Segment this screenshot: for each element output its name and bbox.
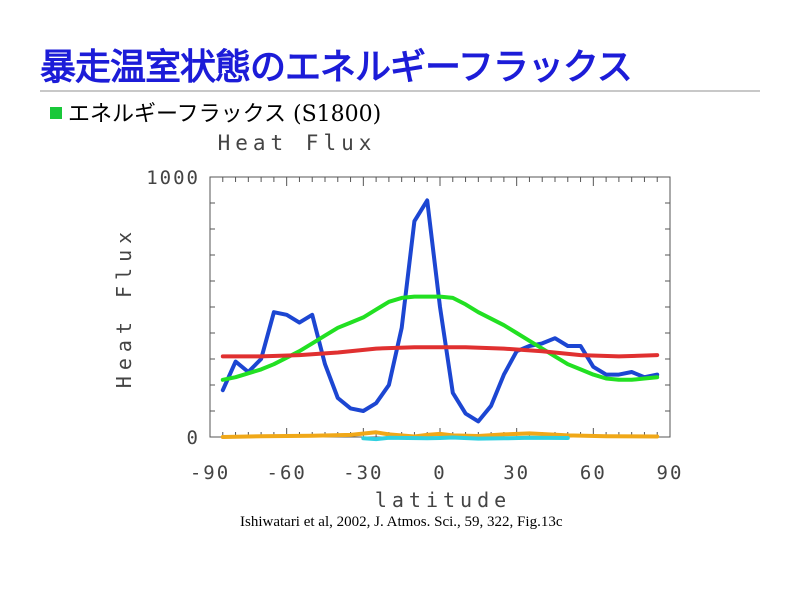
slide-title: 暴走温室状態のエネルギーフラックス (40, 47, 633, 88)
x-tick-label: 90 (657, 462, 684, 484)
series-line-1 (220, 198, 660, 424)
series-layer (220, 198, 660, 442)
figure-caption: Ishiwatari et al, 2002, J. Atmos. Sci., … (240, 514, 563, 530)
x-axis-label: latitude (375, 488, 511, 512)
bullet-item: エネルギーフラックス (S1800) (50, 96, 381, 128)
x-tick-label: 30 (503, 462, 530, 484)
bullet-square-icon (50, 107, 62, 119)
x-tick-label: -90 (190, 462, 230, 484)
series-line-5 (361, 435, 570, 442)
x-tick-label: 60 (580, 462, 607, 484)
x-tick-labels: -90 -60 -30 0 30 60 90 (190, 462, 684, 484)
x-tick-label: -30 (343, 462, 383, 484)
x-tick-label: -60 (267, 462, 307, 484)
x-tick-label: 0 (433, 462, 446, 484)
chart-title: Heat Flux (218, 131, 377, 155)
bullet-text: エネルギーフラックス (S1800) (68, 102, 382, 127)
y-tick-label: 0 (187, 427, 200, 449)
y-tick-label: 1000 (146, 167, 200, 189)
y-axis-label: Heat Flux (112, 226, 136, 388)
title-divider (40, 90, 760, 92)
y-tick-labels: 0 1000 (146, 167, 200, 449)
series-line-4 (220, 430, 660, 439)
series-line-3 (220, 345, 660, 359)
